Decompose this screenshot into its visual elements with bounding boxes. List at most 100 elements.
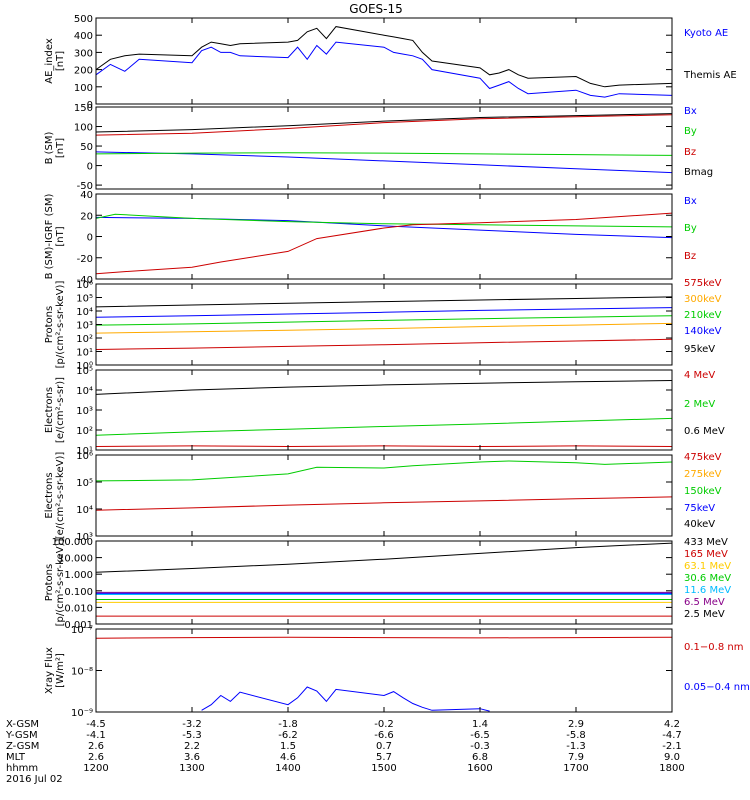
legend-entry: 75keV	[684, 503, 715, 514]
series-line-3-3	[95, 212, 673, 275]
x-row-value: 1700	[563, 763, 588, 774]
y-tick-label: 10⁻⁸	[71, 667, 93, 678]
y-axis-label: Electrons	[44, 387, 55, 433]
legend-entry: 150keV	[684, 486, 722, 497]
legend-entry: Bmag	[684, 167, 713, 178]
series-line-3-2	[95, 213, 673, 228]
y-tick-label: 10³	[76, 406, 93, 417]
series-line-8-1	[95, 636, 673, 639]
date-label: 2016 Jul 02	[6, 774, 63, 785]
x-row-value: -4.7	[662, 730, 682, 741]
plot-title: GOES-15	[349, 2, 403, 16]
x-row-value: -0.2	[374, 719, 394, 730]
y-tick-label: 10⁵	[76, 478, 93, 489]
legend-entry: 0.05−0.4 nm	[684, 682, 750, 693]
x-row-label: MLT	[6, 752, 26, 763]
panel-7: 0.001 0.010 0.100 1.000 10.000 100.000 Protons…	[44, 537, 731, 631]
x-row-value: -6.2	[278, 730, 298, 741]
x-row-value: -1.3	[566, 741, 586, 752]
x-row-value: 5.7	[376, 752, 392, 763]
series-line-4-5	[95, 296, 673, 308]
y-tick-label: 10²	[76, 426, 93, 437]
y-tick-label: 0.001	[64, 620, 93, 631]
y-tick-label: 40	[80, 190, 93, 201]
y-tick-label: 150	[74, 103, 93, 114]
panel-5: 10¹ 10² 10³ 10⁴ 10⁵ Electrons [e/(cm²-s-sr)] 4 …	[44, 366, 725, 457]
x-row-value: 6.8	[472, 752, 488, 763]
y-tick-label: 400	[74, 31, 93, 42]
legend-entry: 2 MeV	[684, 399, 715, 410]
legend-entry: 11.6 MeV	[684, 585, 731, 596]
y-axis-label: [nT]	[55, 51, 66, 71]
x-row-value: 1300	[179, 763, 204, 774]
legend-entry: 475keV	[684, 452, 722, 463]
x-row-label: Z-GSM	[6, 741, 39, 752]
x-row-value: 1800	[659, 763, 684, 774]
x-row-value: -0.3	[470, 741, 490, 752]
x-row-label: Y-GSM	[5, 730, 38, 741]
y-axis-label: [p/(cm²-s-sr-keV)]	[55, 539, 66, 627]
y-tick-label: 0.100	[64, 587, 93, 598]
x-row-value: 3.6	[184, 752, 200, 763]
y-tick-label: -50	[77, 181, 93, 192]
series-line-2-1	[95, 151, 673, 174]
legend-entry: Bx	[684, 106, 697, 117]
y-tick-label: 10⁰	[76, 361, 93, 372]
series-line-4-4	[95, 307, 673, 318]
panel-frame	[95, 454, 673, 537]
series-line-2-2	[95, 152, 673, 156]
y-axis-label: Xray Flux	[44, 647, 55, 694]
x-row-value: -4.1	[86, 730, 106, 741]
x-row-value: -2.1	[662, 741, 682, 752]
legend-entry: 300keV	[684, 294, 722, 305]
legend-entry: By	[684, 223, 697, 234]
x-row-value: 1.5	[280, 741, 296, 752]
legend-entry: 63.1 MeV	[684, 561, 731, 572]
legend-entry: 140keV	[684, 326, 722, 337]
panel-4: 10⁰ 10¹ 10² 10³ 10⁴ 10⁵ 10⁶ Protons [p/(cm²-s-sr…	[44, 278, 722, 372]
x-row-value: -5.8	[566, 730, 586, 741]
x-row-value: 4.6	[280, 752, 296, 763]
series-line-8-2	[201, 686, 490, 712]
y-axis-label: Protons	[44, 306, 55, 343]
panel-frame	[95, 540, 673, 625]
x-row-value: 0.7	[376, 741, 392, 752]
y-tick-label: 10⁵	[76, 366, 93, 377]
y-tick-label: 10⁴	[76, 386, 93, 397]
legend-entry: 2.5 MeV	[684, 609, 725, 620]
x-row-value: -6.5	[470, 730, 490, 741]
x-row-value: -6.6	[374, 730, 394, 741]
y-tick-label: 10³	[76, 532, 93, 543]
y-tick-label: -20	[77, 254, 93, 265]
series-line-1-1	[95, 41, 673, 98]
panel-frame	[95, 628, 673, 713]
y-tick-label: 10⁻⁹	[71, 708, 93, 719]
y-tick-label: 10³	[76, 321, 93, 332]
x-row-value: 2.6	[88, 741, 104, 752]
legend-entry: 30.6 MeV	[684, 573, 731, 584]
y-tick-label: 10⁵	[76, 294, 93, 305]
series-line-6-1	[95, 496, 673, 511]
y-tick-label: 10⁻⁷	[71, 625, 93, 636]
legend-entry: Bz	[684, 251, 696, 262]
panel-3: -40 -20 0 20 40 B (SM)-IGRF (SM) [nT] Bx By Bz	[44, 190, 697, 286]
x-row-value: 9.0	[664, 752, 680, 763]
y-tick-label: 10⁶	[76, 280, 93, 291]
legend-entry: 575keV	[684, 278, 722, 289]
legend-entry: Kyoto AE	[684, 28, 728, 39]
y-axis-label: B (SM)-IGRF (SM)	[44, 194, 55, 280]
series-line-5-2	[95, 417, 673, 436]
y-tick-label: 20	[80, 211, 93, 222]
x-row-value: 4.2	[664, 719, 680, 730]
legend-entry: 6.5 MeV	[684, 597, 725, 608]
y-tick-label: 100	[74, 83, 93, 94]
y-tick-label: 10¹	[76, 348, 93, 359]
panel-frame	[95, 193, 673, 280]
legend-entry: Bx	[684, 196, 697, 207]
x-axis-annotation: X-GSM -4.5 -3.2 -1.8 -0.2 1.4 2.9 4.2 Y-GSM -4.1 -…	[5, 719, 685, 785]
y-tick-label: 10⁴	[76, 307, 93, 318]
y-axis-label: [nT]	[55, 226, 66, 246]
series-line-5-3	[95, 380, 673, 395]
